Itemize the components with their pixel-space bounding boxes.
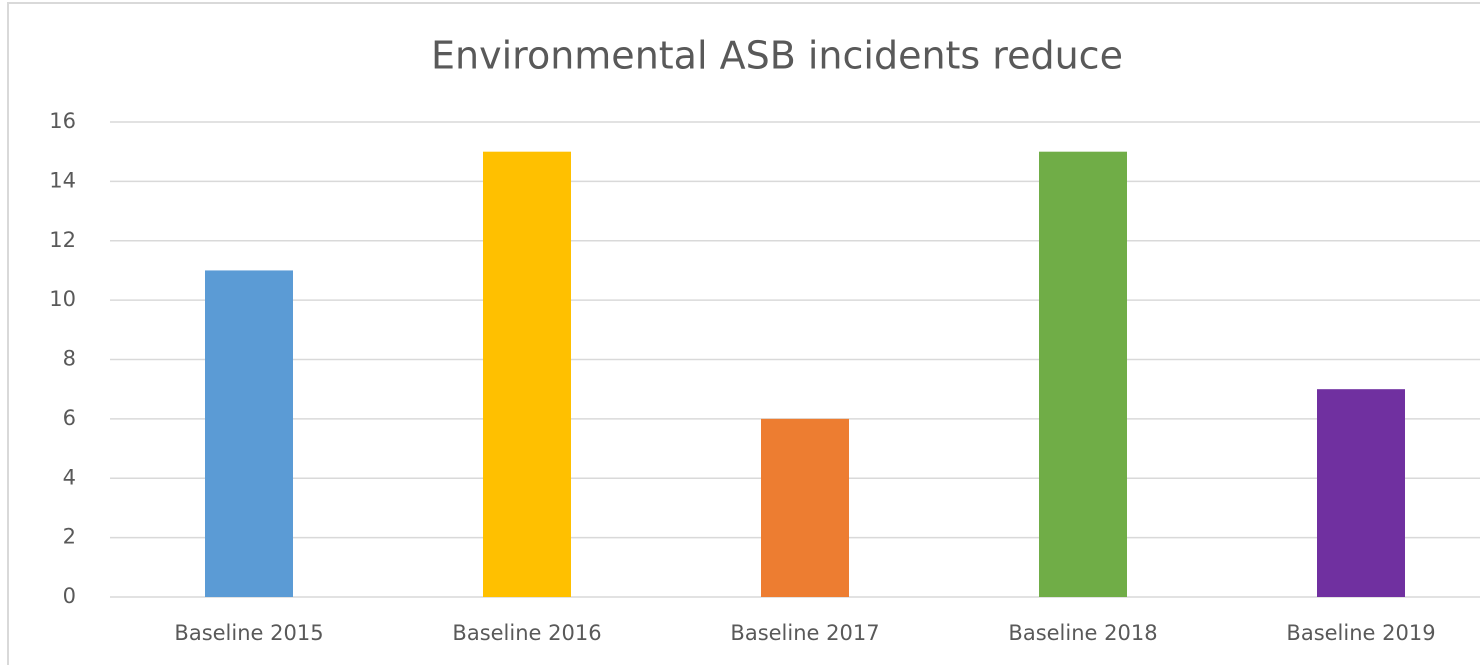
y-tick-label: 6: [63, 406, 76, 430]
y-tick-label: 16: [49, 109, 76, 133]
x-tick-label: Baseline 2019: [1286, 621, 1435, 645]
y-tick-label: 8: [63, 347, 76, 371]
x-tick-label: Baseline 2016: [452, 621, 601, 645]
bar: [205, 270, 293, 597]
chart-title: Environmental ASB incidents reduce: [431, 34, 1123, 78]
y-tick-label: 10: [49, 287, 76, 311]
bar: [1317, 389, 1405, 597]
x-tick-label: Baseline 2017: [730, 621, 879, 645]
bar: [1039, 151, 1127, 597]
bar: [761, 418, 849, 597]
x-tick-label: Baseline 2015: [174, 621, 323, 645]
x-tick-label: Baseline 2018: [1008, 621, 1157, 645]
bar: [483, 151, 571, 597]
y-tick-label: 4: [63, 465, 76, 489]
y-tick-label: 12: [49, 228, 76, 252]
y-tick-label: 2: [63, 525, 76, 549]
y-tick-label: 14: [49, 168, 76, 192]
y-tick-label: 0: [63, 584, 76, 608]
